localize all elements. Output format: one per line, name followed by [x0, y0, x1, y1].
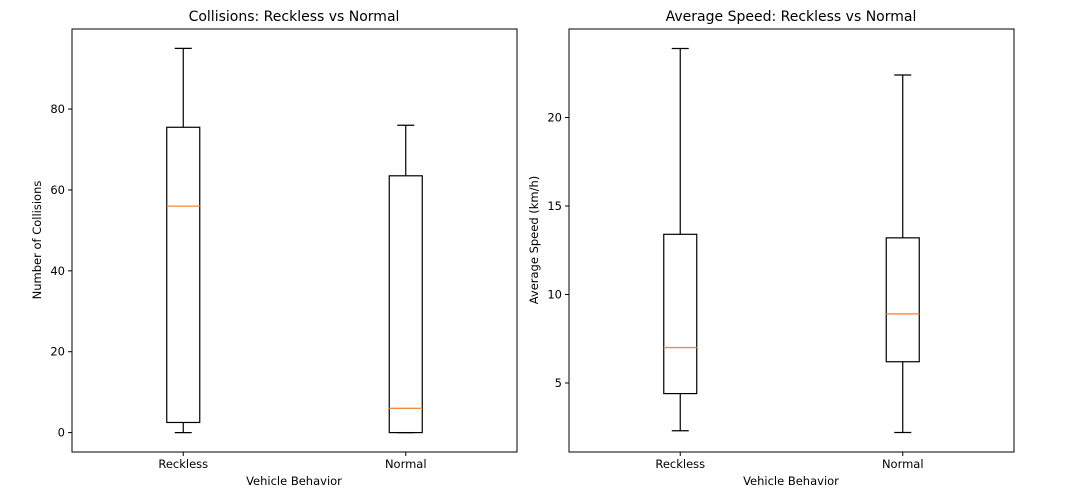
collisions-y-tick-label: 60: [50, 183, 65, 197]
speed-box-reckless: [663, 47, 698, 432]
speed-y-tick-label: 20: [547, 110, 562, 124]
collisions-y-tick-label: 40: [50, 264, 65, 278]
iqr-box: [166, 126, 201, 424]
collisions-panel: Collisions: Reckless vs Normal Vehicle B…: [30, 9, 518, 488]
speed-y-axis-label: Average Speed (km/h): [527, 176, 541, 305]
speed-x-axis-label: Vehicle Behavior: [743, 474, 839, 488]
speed-plot-frame: [568, 28, 1015, 453]
collisions-x-tick-label-normal: Normal: [385, 457, 427, 471]
collisions-y-tick-label: 0: [58, 426, 65, 440]
speed-panel: Average Speed: Reckless vs Normal Vehicl…: [527, 9, 1015, 488]
collisions-y-tick-label: 80: [50, 102, 65, 116]
speed-box-normal: [885, 74, 920, 434]
iqr-box: [885, 237, 920, 363]
collisions-y-axis-label: Number of Collisions: [30, 181, 44, 300]
collisions-chart-title: Collisions: Reckless vs Normal: [189, 9, 400, 25]
iqr-box: [663, 233, 698, 395]
speed-chart-title: Average Speed: Reckless vs Normal: [666, 9, 917, 25]
collisions-plot-frame: [71, 28, 518, 453]
speed-y-tick-label: 10: [547, 287, 562, 301]
collisions-box-reckless: [166, 47, 201, 434]
iqr-box: [388, 175, 423, 434]
collisions-box-normal: [388, 124, 423, 434]
speed-y-tick-label: 5: [555, 376, 562, 390]
speed-x-tick-label-normal: Normal: [882, 457, 924, 471]
collisions-x-axis-label: Vehicle Behavior: [246, 474, 342, 488]
collisions-x-tick-label-reckless: Reckless: [158, 457, 208, 471]
speed-x-tick-label-reckless: Reckless: [655, 457, 705, 471]
collisions-y-tick-label: 20: [50, 345, 65, 359]
speed-y-tick-label: 15: [547, 199, 562, 213]
